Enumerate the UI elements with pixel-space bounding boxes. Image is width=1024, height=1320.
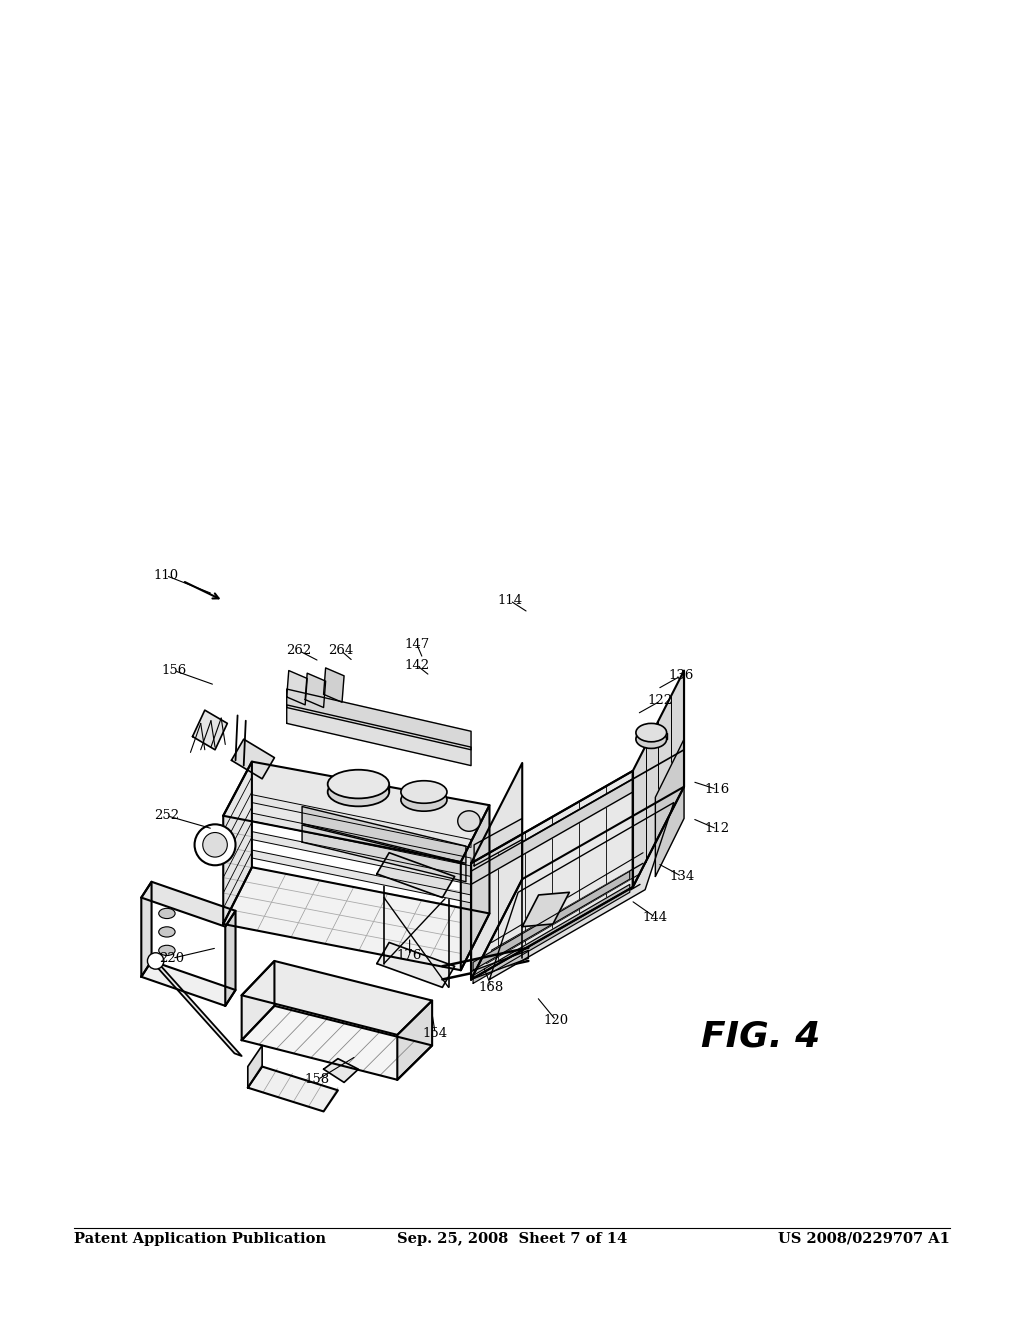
Text: 114: 114 bbox=[498, 594, 522, 607]
Polygon shape bbox=[231, 739, 274, 779]
Polygon shape bbox=[471, 779, 633, 884]
Text: 220: 220 bbox=[160, 952, 184, 965]
Polygon shape bbox=[225, 911, 236, 1006]
Polygon shape bbox=[223, 762, 489, 862]
Text: Sep. 25, 2008  Sheet 7 of 14: Sep. 25, 2008 Sheet 7 of 14 bbox=[397, 1232, 627, 1246]
Polygon shape bbox=[471, 950, 528, 979]
Ellipse shape bbox=[636, 730, 667, 748]
Polygon shape bbox=[223, 762, 252, 924]
Polygon shape bbox=[141, 961, 236, 1006]
Polygon shape bbox=[252, 795, 471, 847]
Text: 116: 116 bbox=[705, 783, 729, 796]
Ellipse shape bbox=[159, 927, 175, 937]
Polygon shape bbox=[302, 807, 466, 863]
Text: 142: 142 bbox=[404, 659, 429, 672]
Polygon shape bbox=[248, 1045, 262, 1088]
Ellipse shape bbox=[159, 908, 175, 919]
Text: FIG. 4: FIG. 4 bbox=[701, 1019, 820, 1053]
Polygon shape bbox=[242, 961, 274, 1040]
Ellipse shape bbox=[328, 777, 389, 807]
Polygon shape bbox=[252, 813, 471, 866]
Polygon shape bbox=[377, 853, 455, 898]
Polygon shape bbox=[242, 961, 432, 1035]
Polygon shape bbox=[302, 825, 466, 882]
Text: 134: 134 bbox=[670, 870, 694, 883]
Circle shape bbox=[147, 953, 164, 969]
Polygon shape bbox=[522, 892, 569, 927]
Polygon shape bbox=[461, 805, 489, 970]
Polygon shape bbox=[252, 850, 471, 903]
Polygon shape bbox=[242, 1006, 432, 1080]
Text: 120: 120 bbox=[544, 1014, 568, 1027]
Text: 154: 154 bbox=[423, 1027, 447, 1040]
Polygon shape bbox=[193, 710, 227, 750]
Text: 147: 147 bbox=[404, 638, 429, 651]
Text: 158: 158 bbox=[305, 1073, 330, 1086]
Polygon shape bbox=[633, 671, 684, 887]
Text: US 2008/0229707 A1: US 2008/0229707 A1 bbox=[778, 1232, 950, 1246]
Polygon shape bbox=[471, 787, 684, 979]
Text: 262: 262 bbox=[287, 644, 311, 657]
Text: 252: 252 bbox=[155, 809, 179, 822]
Text: 264: 264 bbox=[329, 644, 353, 657]
Polygon shape bbox=[655, 739, 684, 876]
Ellipse shape bbox=[159, 945, 175, 956]
Text: 136: 136 bbox=[669, 669, 693, 682]
Text: Patent Application Publication: Patent Application Publication bbox=[74, 1232, 326, 1246]
Ellipse shape bbox=[636, 723, 667, 742]
Polygon shape bbox=[223, 867, 489, 970]
Ellipse shape bbox=[400, 780, 447, 804]
Text: 168: 168 bbox=[479, 981, 504, 994]
Polygon shape bbox=[324, 1059, 358, 1082]
Ellipse shape bbox=[458, 810, 480, 832]
Ellipse shape bbox=[400, 788, 447, 812]
Polygon shape bbox=[474, 818, 522, 866]
Polygon shape bbox=[473, 871, 630, 970]
Polygon shape bbox=[287, 671, 307, 705]
Polygon shape bbox=[287, 689, 471, 750]
Polygon shape bbox=[287, 705, 471, 766]
Text: 144: 144 bbox=[643, 911, 668, 924]
Ellipse shape bbox=[328, 770, 389, 799]
Polygon shape bbox=[248, 1067, 338, 1111]
Polygon shape bbox=[141, 882, 236, 927]
Polygon shape bbox=[473, 884, 630, 983]
Polygon shape bbox=[141, 882, 152, 977]
Polygon shape bbox=[252, 832, 471, 884]
Polygon shape bbox=[489, 803, 674, 979]
Text: 156: 156 bbox=[162, 664, 186, 677]
Circle shape bbox=[203, 833, 227, 857]
Polygon shape bbox=[471, 771, 633, 979]
Polygon shape bbox=[324, 668, 344, 702]
Polygon shape bbox=[377, 942, 455, 987]
Text: 110: 110 bbox=[154, 569, 178, 582]
Circle shape bbox=[195, 824, 236, 866]
Polygon shape bbox=[471, 763, 522, 979]
Polygon shape bbox=[152, 961, 242, 1056]
Polygon shape bbox=[397, 1001, 432, 1080]
Text: 176: 176 bbox=[397, 949, 422, 962]
Text: 112: 112 bbox=[705, 822, 729, 836]
Polygon shape bbox=[305, 673, 326, 708]
Text: 122: 122 bbox=[648, 694, 673, 708]
